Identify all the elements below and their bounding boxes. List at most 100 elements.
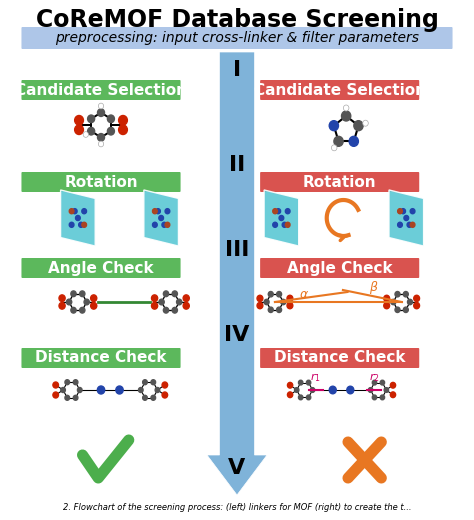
Circle shape <box>71 307 76 313</box>
Circle shape <box>153 222 157 227</box>
FancyBboxPatch shape <box>21 80 181 100</box>
Circle shape <box>282 222 287 227</box>
Circle shape <box>79 222 83 227</box>
Circle shape <box>65 395 70 400</box>
Text: III: III <box>225 240 249 260</box>
Polygon shape <box>389 190 424 246</box>
Circle shape <box>349 136 358 146</box>
Text: Candidate Selection: Candidate Selection <box>254 83 426 98</box>
Text: Candidate Selection: Candidate Selection <box>15 83 187 98</box>
Circle shape <box>410 222 415 227</box>
Circle shape <box>74 125 83 135</box>
Text: V: V <box>228 458 246 478</box>
Circle shape <box>155 387 160 393</box>
Circle shape <box>372 395 377 400</box>
Circle shape <box>268 307 273 313</box>
Circle shape <box>74 115 83 125</box>
Circle shape <box>80 291 85 296</box>
Text: IV: IV <box>224 325 250 345</box>
Text: Distance Check: Distance Check <box>274 350 405 366</box>
Polygon shape <box>144 190 178 246</box>
Circle shape <box>264 300 269 305</box>
Circle shape <box>395 292 400 297</box>
Circle shape <box>73 209 77 214</box>
Circle shape <box>69 222 74 227</box>
Circle shape <box>73 380 78 385</box>
Circle shape <box>152 295 158 302</box>
Circle shape <box>162 382 168 388</box>
Circle shape <box>165 209 170 214</box>
Circle shape <box>404 215 409 220</box>
Circle shape <box>183 295 189 302</box>
Circle shape <box>118 125 128 135</box>
Circle shape <box>159 215 164 220</box>
Circle shape <box>408 300 412 305</box>
FancyBboxPatch shape <box>21 348 181 368</box>
Circle shape <box>183 303 189 309</box>
Circle shape <box>138 387 143 393</box>
Circle shape <box>410 209 415 214</box>
Circle shape <box>285 209 290 214</box>
Text: Angle Check: Angle Check <box>287 261 392 276</box>
Circle shape <box>108 127 114 135</box>
Circle shape <box>391 382 396 388</box>
Circle shape <box>342 111 351 121</box>
Circle shape <box>108 115 114 123</box>
Circle shape <box>395 307 400 313</box>
Circle shape <box>299 395 303 400</box>
Circle shape <box>257 295 263 302</box>
Text: I: I <box>233 60 241 80</box>
Circle shape <box>98 109 105 116</box>
Text: preprocessing: input cross-linker & filter parameters: preprocessing: input cross-linker & filt… <box>55 31 419 45</box>
Circle shape <box>66 299 72 305</box>
Circle shape <box>384 295 390 302</box>
Circle shape <box>287 392 293 398</box>
Circle shape <box>162 222 167 227</box>
Circle shape <box>59 295 65 302</box>
Circle shape <box>155 209 160 214</box>
Circle shape <box>403 292 408 297</box>
Circle shape <box>347 386 354 394</box>
Circle shape <box>65 380 70 385</box>
Circle shape <box>97 386 105 394</box>
Text: Rotation: Rotation <box>64 175 138 189</box>
Circle shape <box>159 299 164 305</box>
Circle shape <box>88 115 95 123</box>
Circle shape <box>391 392 396 398</box>
Circle shape <box>75 215 80 220</box>
Circle shape <box>77 387 82 393</box>
Circle shape <box>407 222 412 227</box>
FancyBboxPatch shape <box>260 172 419 192</box>
Circle shape <box>53 382 58 388</box>
Circle shape <box>329 386 336 394</box>
Circle shape <box>153 209 157 214</box>
FancyBboxPatch shape <box>260 348 419 368</box>
Circle shape <box>99 141 104 147</box>
Circle shape <box>151 395 155 400</box>
Circle shape <box>384 303 390 309</box>
Circle shape <box>306 395 311 400</box>
Circle shape <box>277 307 282 313</box>
FancyBboxPatch shape <box>21 172 181 192</box>
Circle shape <box>84 299 89 305</box>
Text: $\alpha$: $\alpha$ <box>300 289 310 302</box>
Circle shape <box>287 303 293 309</box>
Circle shape <box>281 300 286 305</box>
Circle shape <box>285 222 290 227</box>
Circle shape <box>277 292 282 297</box>
Circle shape <box>53 392 58 398</box>
Circle shape <box>343 105 349 111</box>
Circle shape <box>162 392 168 398</box>
Text: $r_2$: $r_2$ <box>369 371 379 384</box>
Circle shape <box>384 387 389 393</box>
Circle shape <box>91 303 97 309</box>
Circle shape <box>363 120 368 126</box>
Circle shape <box>354 121 363 131</box>
Text: Distance Check: Distance Check <box>35 350 167 366</box>
FancyBboxPatch shape <box>21 258 181 278</box>
Circle shape <box>164 291 169 296</box>
Circle shape <box>73 395 78 400</box>
Text: CoReMOF Database Screening: CoReMOF Database Screening <box>36 8 438 32</box>
Circle shape <box>176 299 182 305</box>
Circle shape <box>329 121 338 131</box>
